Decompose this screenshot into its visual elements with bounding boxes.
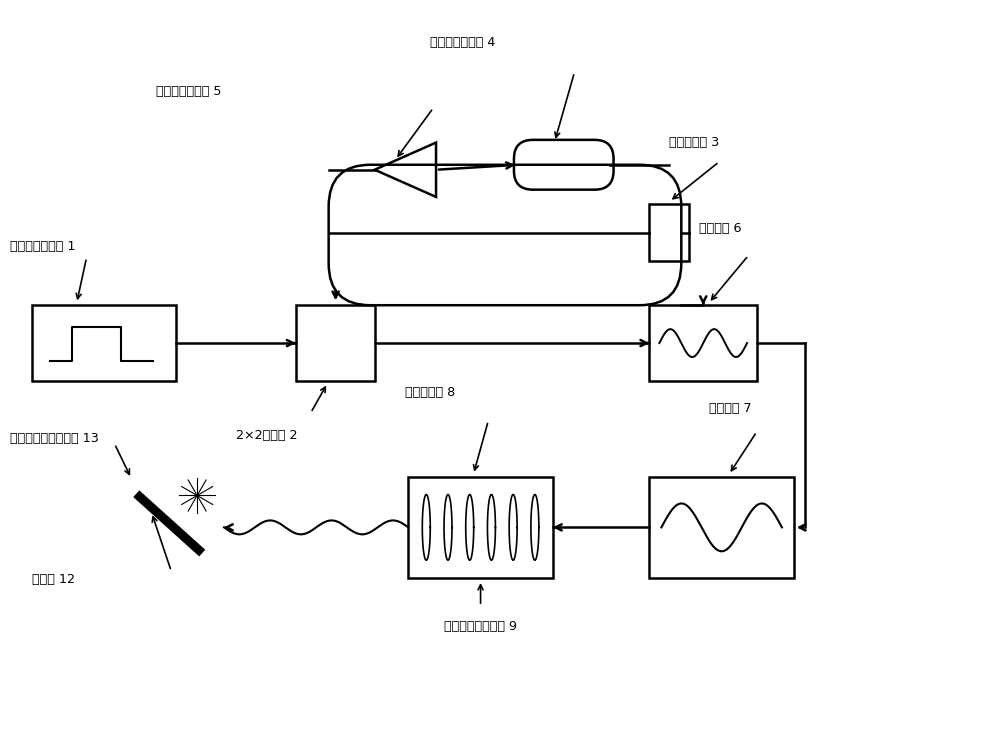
Bar [649,305,757,381]
Bar [32,305,176,381]
Text: 靶材料 12: 靶材料 12 [32,573,75,586]
Text: 可调延迟器 3: 可调延迟器 3 [669,136,720,149]
Text: 主放大器 7: 主放大器 7 [709,402,752,415]
Text: 预放大器 6: 预放大器 6 [699,222,742,235]
Text: 粒子辐射源脉冲序列 13: 粒子辐射源脉冲序列 13 [10,432,99,445]
Bar [649,477,794,578]
Text: 纳秒脉冲激光器 1: 纳秒脉冲激光器 1 [10,241,75,254]
Bar [296,305,375,381]
Bar [408,477,553,578]
Text: 增益补偿放大器 5: 增益补偿放大器 5 [156,85,222,98]
Text: 宽带相位调制器 4: 宽带相位调制器 4 [430,36,496,49]
Text: 2×2光开关 2: 2×2光开关 2 [236,429,298,442]
Text: 超短激光脉冲序列 9: 超短激光脉冲序列 9 [444,620,517,633]
Bar [649,203,689,262]
Text: 脉冲压缩器 8: 脉冲压缩器 8 [405,386,456,399]
